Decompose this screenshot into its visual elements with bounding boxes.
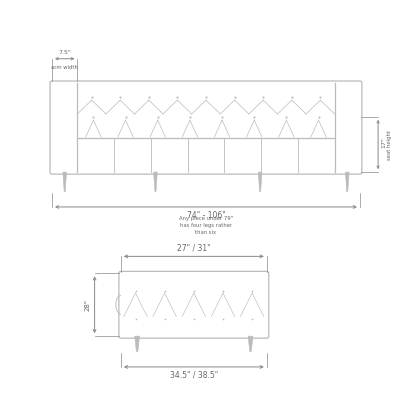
Text: Any piece under 79"
has four legs rather
than six: Any piece under 79" has four legs rather… [179,216,233,235]
Text: arm width: arm width [51,65,78,70]
Text: 17": 17" [381,137,386,148]
Polygon shape [135,336,139,352]
Polygon shape [248,336,253,352]
Text: 7.5": 7.5" [58,51,71,55]
Text: 28": 28" [84,299,91,311]
Polygon shape [154,172,157,192]
Text: 74" - 106": 74" - 106" [187,211,225,220]
Text: 34.5" / 38.5": 34.5" / 38.5" [170,371,218,380]
Polygon shape [345,172,349,192]
Text: 27" / 31": 27" / 31" [177,243,210,252]
Polygon shape [258,172,262,192]
Text: seat height: seat height [387,130,392,160]
Polygon shape [63,172,67,192]
